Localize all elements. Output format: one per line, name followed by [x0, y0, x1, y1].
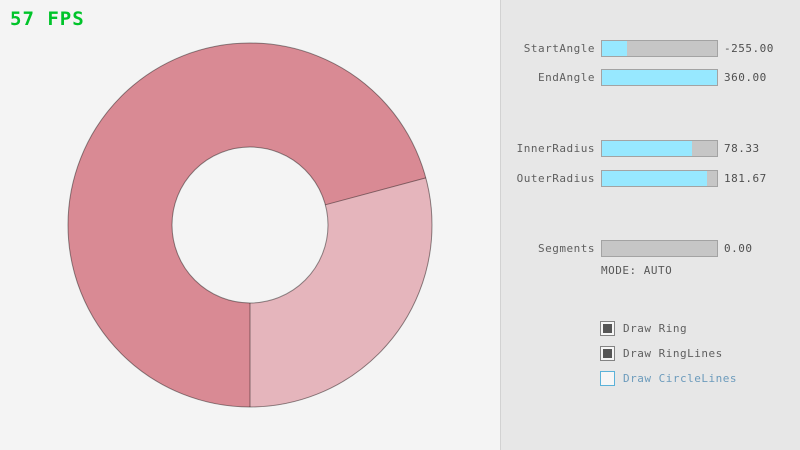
draw-ringlines-checkbox-label: Draw RingLines: [623, 346, 723, 360]
slider-row-segments: Segments 0.00: [500, 240, 753, 257]
slider-row-outer-radius: OuterRadius 181.67: [500, 170, 767, 187]
inner-radius-value: 78.33: [724, 142, 760, 155]
start-angle-label: StartAngle: [523, 42, 595, 55]
segments-slider[interactable]: [601, 240, 718, 257]
end-angle-slider-fill: [602, 70, 717, 85]
checkmark: [603, 323, 612, 333]
segments-value: 0.00: [724, 242, 753, 255]
start-angle-value: -255.00: [724, 42, 774, 55]
draw-ring-checkbox-label: Draw Ring: [623, 321, 688, 335]
start-angle-slider[interactable]: [601, 40, 718, 57]
start-angle-slider-fill: [602, 41, 628, 56]
ring-visualization: [67, 42, 433, 408]
outer-radius-slider-fill: [602, 171, 707, 186]
checkbox-draw-ring[interactable]: Draw Ring: [600, 320, 687, 336]
end-angle-slider[interactable]: [601, 69, 718, 86]
draw-ringlines-checkbox-box: [600, 345, 615, 361]
inner-radius-slider-fill: [602, 141, 692, 156]
fps-counter: 57 FPS: [10, 8, 85, 30]
end-angle-label: EndAngle: [538, 71, 595, 84]
slider-row-inner-radius: InnerRadius 78.33: [500, 140, 760, 157]
draw-circlelines-checkbox-box: [600, 370, 615, 386]
outer-radius-slider[interactable]: [601, 170, 718, 187]
mode-label: MODE: AUTO: [601, 264, 673, 277]
checkmark: [603, 374, 612, 383]
checkmark: [603, 348, 612, 358]
outer-radius-value: 181.67: [724, 172, 767, 185]
segments-label: Segments: [538, 242, 595, 255]
inner-radius-label: InnerRadius: [516, 142, 595, 155]
slider-row-start-angle: StartAngle -255.00: [500, 40, 774, 57]
end-angle-value: 360.00: [724, 71, 767, 84]
inner-radius-slider[interactable]: [601, 140, 718, 157]
outer-radius-label: OuterRadius: [516, 172, 595, 185]
draw-ring-checkbox-box: [600, 320, 615, 336]
checkbox-draw-circlelines[interactable]: Draw CircleLines: [600, 370, 737, 386]
slider-row-end-angle: EndAngle 360.00: [500, 69, 767, 86]
checkbox-draw-ringlines[interactable]: Draw RingLines: [600, 345, 723, 361]
draw-circlelines-checkbox-label: Draw CircleLines: [623, 371, 737, 385]
